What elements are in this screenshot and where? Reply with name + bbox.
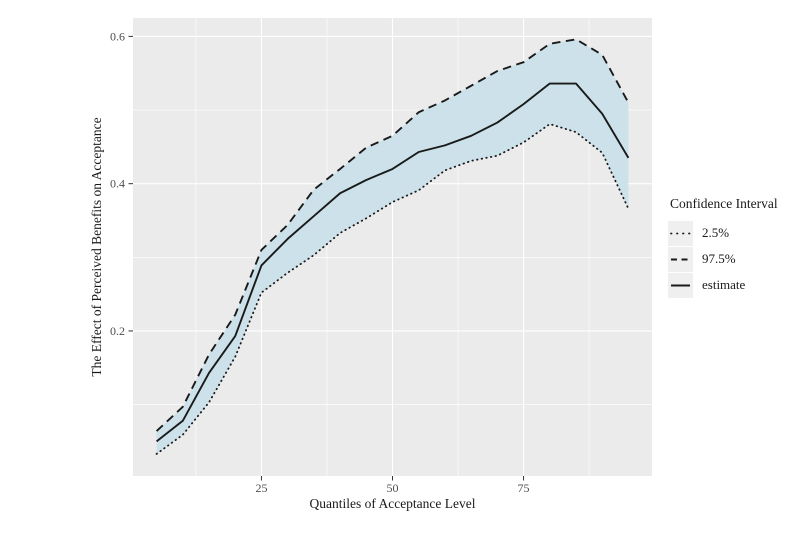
legend-label: 2.5% bbox=[702, 225, 730, 240]
line-97.5% bbox=[155, 38, 630, 432]
legend-label: 97.5% bbox=[702, 251, 736, 266]
legend-label: estimate bbox=[702, 277, 746, 292]
legend-key-dashed-icon bbox=[668, 246, 693, 272]
x-tick-label: 25 bbox=[255, 481, 267, 495]
legend: Confidence Interval 2.5% 97.5% estimate bbox=[668, 196, 778, 298]
legend-items: 2.5% 97.5% estimate bbox=[668, 220, 778, 298]
line-2.5% bbox=[155, 123, 630, 455]
y-tick-label: 0.4 bbox=[110, 177, 125, 191]
x-tick-label: 50 bbox=[387, 481, 399, 495]
tick-labels: 25 50 75 0.2 0.4 0.6 bbox=[110, 29, 530, 495]
y-axis-title: The Effect of Perceived Benefits on Acce… bbox=[89, 117, 104, 377]
legend-key-solid-icon bbox=[668, 272, 693, 298]
legend-item-97.5: 97.5% bbox=[668, 246, 778, 272]
line-estimate bbox=[156, 82, 630, 443]
legend-title: Confidence Interval bbox=[670, 196, 778, 211]
legend-key-dotted-icon bbox=[668, 220, 693, 246]
grid-major bbox=[133, 18, 652, 476]
legend-item-estimate: estimate bbox=[668, 272, 778, 298]
confidence-ribbon bbox=[156, 39, 629, 454]
legend-item-2.5: 2.5% bbox=[668, 220, 778, 246]
y-tick-label: 0.2 bbox=[110, 324, 125, 338]
x-tick-label: 75 bbox=[518, 481, 530, 495]
y-tick-label: 0.6 bbox=[110, 29, 125, 43]
axis-ticks bbox=[128, 35, 525, 481]
x-axis-title: Quantiles of Acceptance Level bbox=[309, 496, 476, 511]
